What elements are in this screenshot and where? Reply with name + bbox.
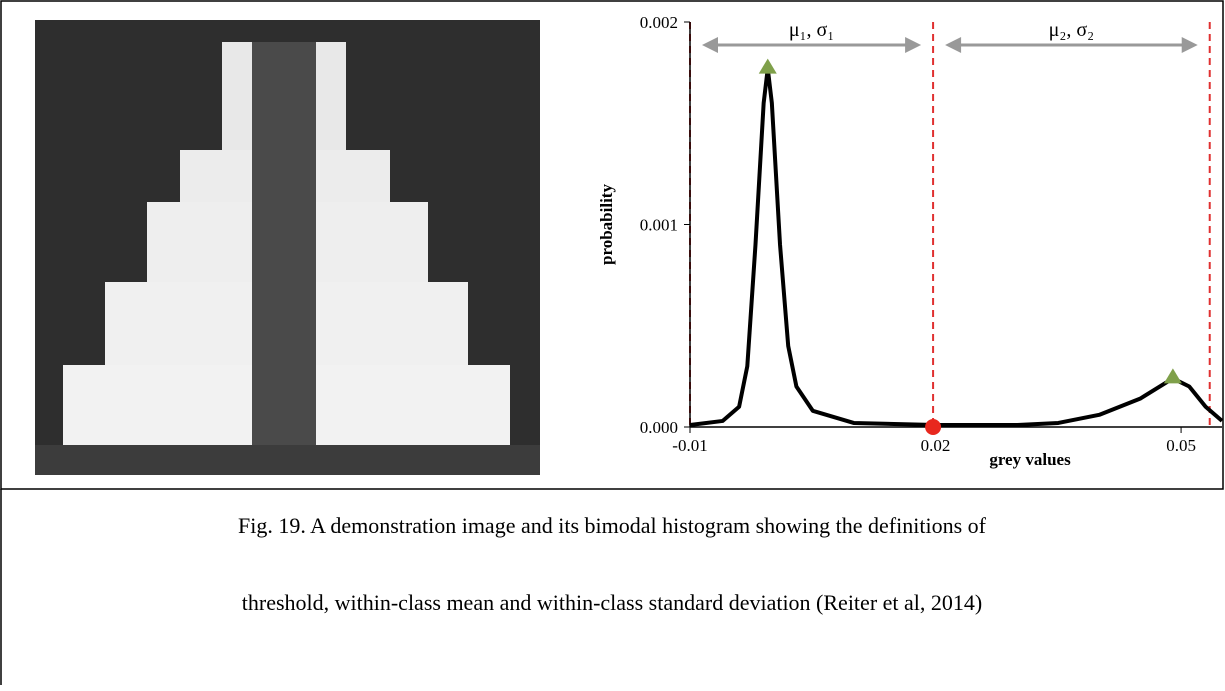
y-tick-label: 0.001 — [640, 216, 678, 235]
density-curve — [689, 66, 1224, 427]
arrow-head — [905, 37, 922, 53]
arrow-head — [945, 37, 962, 53]
y-axis-label: probability — [597, 184, 616, 265]
y-tick-label: 0.000 — [640, 418, 678, 437]
arrow-head — [1181, 37, 1198, 53]
arrow-head — [702, 37, 718, 53]
x-tick-label: 0.02 — [921, 436, 951, 455]
y-tick-label: 0.002 — [640, 13, 678, 32]
demo-image — [35, 20, 540, 475]
class-label: μ₂, σ₂ — [1049, 19, 1094, 41]
x-axis-label: grey values — [989, 450, 1071, 469]
x-tick-label: 0.05 — [1166, 436, 1196, 455]
caption-line: Fig. 19. A demonstration image and its b… — [238, 513, 987, 538]
histogram-chart: 0.000 0.001 0.002 -0.01 0.02 0.05 grey values p… — [597, 13, 1224, 469]
peak-marker — [1163, 368, 1182, 384]
x-tick-label: -0.01 — [672, 436, 707, 455]
caption-line: threshold, within-class mean and within-… — [242, 590, 982, 615]
peak-marker — [758, 58, 777, 74]
class-label: μ₁, σ₁ — [789, 19, 834, 41]
threshold-marker — [925, 419, 942, 435]
